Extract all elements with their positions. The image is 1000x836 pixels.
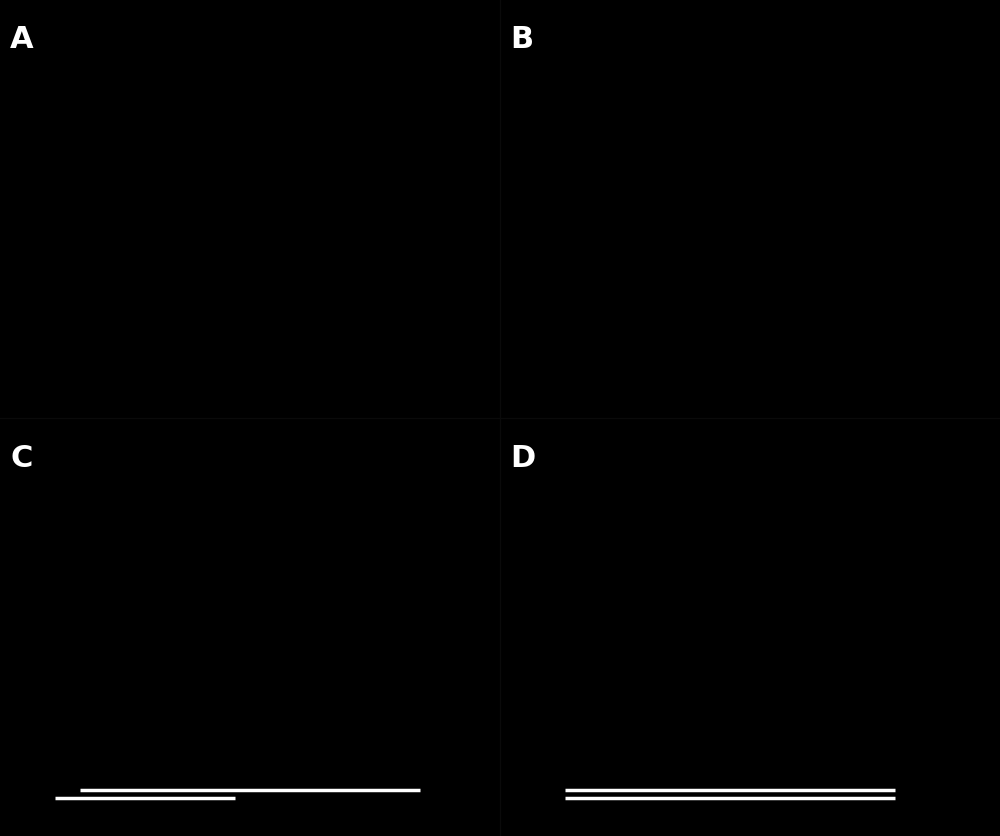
Text: C: C — [10, 443, 32, 472]
Text: D: D — [510, 443, 535, 472]
Text: B: B — [510, 25, 533, 54]
Text: A: A — [10, 25, 34, 54]
